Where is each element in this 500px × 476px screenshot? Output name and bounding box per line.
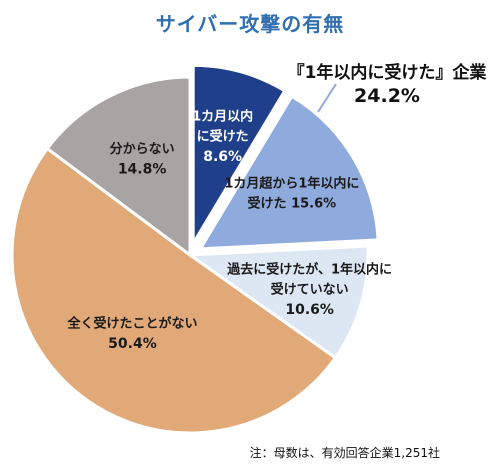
- pie-slice-2: [185, 244, 370, 360]
- slice-label-0: に受けた: [197, 129, 249, 145]
- slice-label-0: 1カ月以内: [192, 109, 253, 125]
- slice-label-1: 1カ月超から1年以内に: [224, 175, 359, 191]
- pie-slice-4: [45, 75, 192, 258]
- slice-label-1: 受けた 15.6%: [248, 195, 337, 211]
- callout-leader-line: [317, 83, 337, 113]
- pie-slice-0: [191, 63, 287, 249]
- chart-title: サイバー攻撃の有無: [155, 12, 345, 36]
- callout-value: 24.2%: [354, 85, 420, 107]
- footnote: 注：母数は、有効回答企業1,251社: [249, 446, 440, 460]
- callout-label: 『1年以内に受けた』企業: [287, 63, 487, 83]
- callout: 『1年以内に受けた』企業 24.2%: [282, 58, 492, 107]
- slice-value-label-4: 14.8%: [118, 162, 167, 178]
- pie-slice-1: [197, 94, 380, 251]
- slice-label-3: 全く受けたことがない: [66, 316, 197, 332]
- slice-value-label-2: 10.6%: [285, 302, 334, 318]
- slice-value-label-3: 50.4%: [108, 336, 157, 352]
- slice-label-2: 過去に受けたが、1年以内に: [226, 261, 392, 277]
- slice-label-2: 受けていない: [271, 281, 349, 297]
- slice-label-4: 分からない: [110, 141, 175, 157]
- pie-slice-3: [10, 146, 338, 435]
- slice-value-label-0: 8.6%: [203, 149, 242, 165]
